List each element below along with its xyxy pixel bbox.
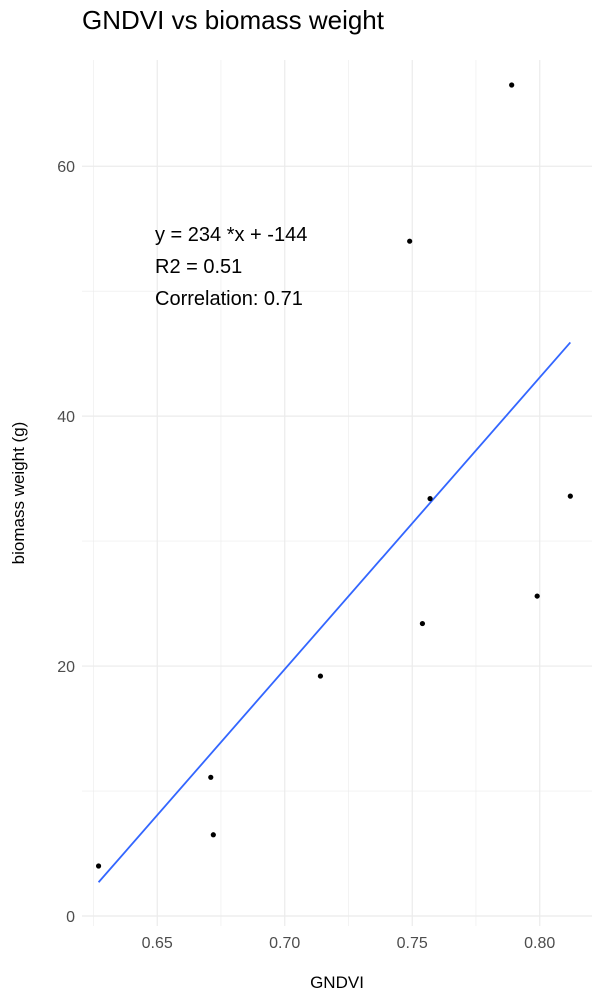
y-tick-label: 60 <box>57 159 75 176</box>
data-point <box>95 863 102 869</box>
y-axis-label: biomass weight (g) <box>9 422 28 565</box>
annotations: y = 234 *x + -144 R2 = 0.51 Correlation:… <box>155 224 307 310</box>
annotation-correlation: Correlation: 0.71 <box>155 288 303 310</box>
data-point <box>317 673 324 679</box>
y-tick-label: 0 <box>66 909 75 926</box>
regression-line <box>97 341 572 883</box>
data-point <box>567 493 573 499</box>
x-tick-label: 0.80 <box>524 935 555 952</box>
regression-line-group <box>97 341 572 883</box>
data-point <box>427 496 433 502</box>
x-tick-label: 0.70 <box>269 935 300 952</box>
grid <box>82 60 592 926</box>
data-point <box>208 774 214 780</box>
y-tick-label: 20 <box>57 659 75 676</box>
annotation-equation: y = 234 *x + -144 <box>155 224 307 246</box>
data-point <box>210 832 216 838</box>
tick-labels: 0.65 0.70 0.75 0.80 0 20 40 60 <box>57 159 555 952</box>
data-point <box>407 238 413 244</box>
x-axis-label: GNDVI <box>310 973 364 992</box>
x-tick-label: 0.65 <box>142 935 173 952</box>
annotation-r2: R2 = 0.51 <box>155 256 242 278</box>
data-points <box>95 82 573 869</box>
chart-title: GNDVI vs biomass weight <box>82 5 385 35</box>
data-point <box>419 620 426 627</box>
data-point <box>534 593 540 599</box>
y-tick-label: 40 <box>57 409 75 426</box>
data-point <box>509 82 515 88</box>
x-tick-label: 0.75 <box>397 935 428 952</box>
